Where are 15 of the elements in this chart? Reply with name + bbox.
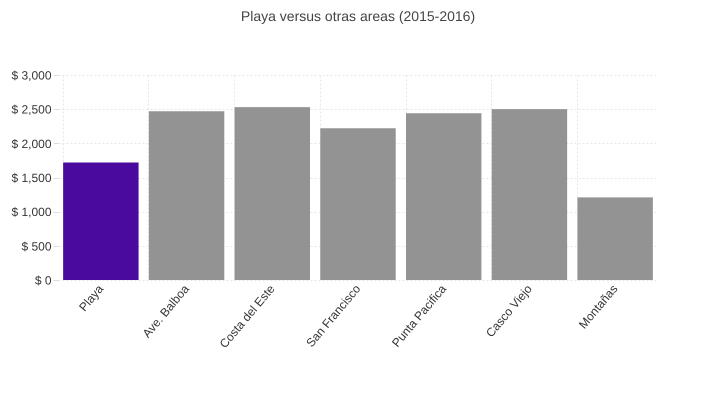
y-tick-label: $ 0 xyxy=(34,274,52,288)
y-tick-label: $ 1,500 xyxy=(11,171,52,185)
bar xyxy=(148,111,224,280)
bar xyxy=(320,128,396,280)
bar xyxy=(406,113,482,280)
bar xyxy=(577,197,653,280)
bar xyxy=(234,107,310,280)
bar xyxy=(63,162,139,280)
y-tick-label: $ 2,000 xyxy=(11,136,52,151)
chart-title: Playa versus otras areas (2015-2016) xyxy=(240,8,476,24)
y-tick-label: $ 500 xyxy=(21,239,52,254)
bar xyxy=(492,109,568,280)
y-tick-label: $ 3,000 xyxy=(11,68,52,82)
y-tick-label: $ 2,500 xyxy=(11,102,52,117)
y-tick-label: $ 1,000 xyxy=(11,205,52,220)
